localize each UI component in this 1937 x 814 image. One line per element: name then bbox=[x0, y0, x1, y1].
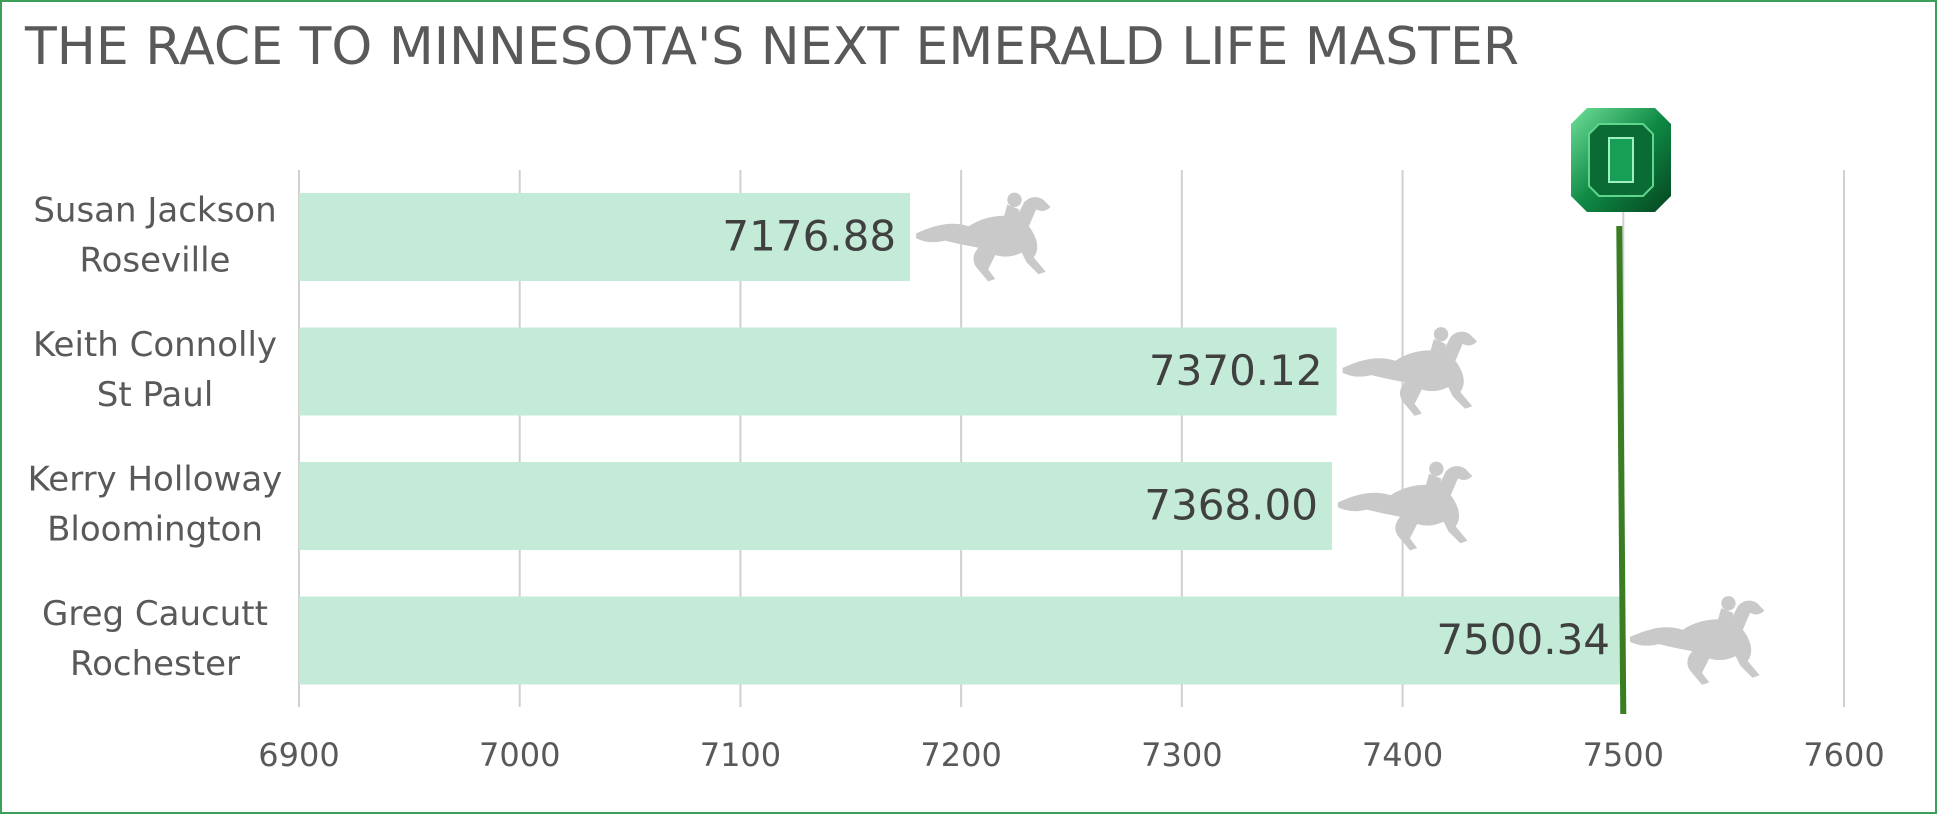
y-tick-label: Rochester bbox=[70, 644, 240, 684]
x-tick-label: 7000 bbox=[479, 736, 560, 774]
plot-area: 6900 7000 7100 7200 7300 7400 7500 7600 Susan Ja… bbox=[28, 170, 1885, 774]
y-tick-label: St Paul bbox=[97, 375, 214, 415]
y-tick-label: Greg Caucutt bbox=[42, 594, 268, 634]
x-tick-label: 7100 bbox=[700, 736, 781, 774]
value-label: 7176.88 bbox=[722, 212, 896, 261]
chart-title: THE RACE TO MINNESOTA'S NEXT EMERALD LIF… bbox=[24, 17, 1519, 77]
y-tick-label: Susan Jackson bbox=[33, 191, 276, 231]
x-tick-label: 7500 bbox=[1583, 736, 1664, 774]
bar bbox=[299, 596, 1625, 685]
target-line bbox=[1616, 225, 1627, 715]
bar bbox=[299, 462, 1332, 550]
y-tick-label: Kerry Holloway bbox=[28, 460, 283, 500]
y-tick-label: Roseville bbox=[80, 241, 231, 281]
value-label: 7368.00 bbox=[1144, 481, 1318, 530]
x-tick-label: 7200 bbox=[920, 736, 1001, 774]
x-tick-label: 7300 bbox=[1141, 736, 1222, 774]
x-tick-label: 7400 bbox=[1362, 736, 1443, 774]
bar bbox=[299, 327, 1337, 416]
x-tick-label: 7600 bbox=[1803, 736, 1884, 774]
value-label: 7500.34 bbox=[1436, 615, 1610, 664]
bar bbox=[299, 193, 911, 281]
x-tick-label: 6900 bbox=[258, 736, 339, 774]
y-tick-label: Bloomington bbox=[47, 510, 263, 550]
value-label: 7370.12 bbox=[1149, 346, 1323, 395]
y-tick-label: Keith Connolly bbox=[33, 325, 277, 365]
emerald-icon bbox=[1571, 108, 1671, 212]
